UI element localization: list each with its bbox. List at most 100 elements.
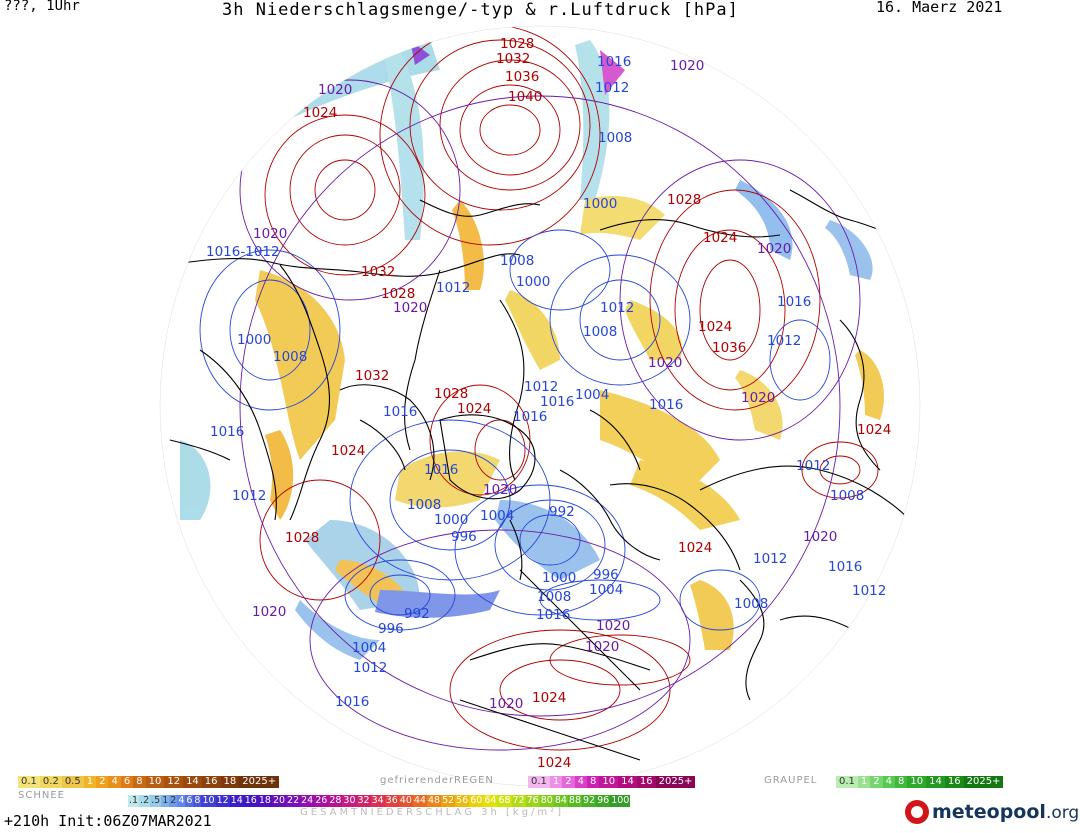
legend-step: 44 xyxy=(412,795,427,807)
legend-step: 14 xyxy=(183,776,202,788)
isobar-label: 1012 xyxy=(436,280,470,296)
isobar-label: 1004 xyxy=(352,640,386,656)
isobar-label: 1012 xyxy=(232,488,266,504)
legend-step: 1 xyxy=(857,776,871,788)
legend-step: 4 xyxy=(108,776,121,788)
isobar-label: 1012 xyxy=(600,300,634,316)
legend-step: 30 xyxy=(342,795,357,807)
legend-step: 22 xyxy=(286,795,301,807)
isobar-label: 1020 xyxy=(489,696,523,712)
legend-step: 8 xyxy=(133,776,146,788)
legend-step: 56 xyxy=(455,795,470,807)
legend-step: 0.1 xyxy=(836,776,858,788)
legend-step: 84 xyxy=(553,795,568,807)
isobar-label: 1012 xyxy=(595,80,629,96)
isobar-label: 1024 xyxy=(678,540,712,556)
isobar-label: 1008 xyxy=(583,324,617,340)
isobar-label: 1016 xyxy=(513,409,547,425)
legend-step: 8 xyxy=(193,795,202,807)
legend-step: 2 xyxy=(870,776,883,788)
freezing-rain-legend-label: gefrierenderREGEN xyxy=(380,775,494,786)
isobar-label: 1016 xyxy=(335,694,369,710)
legend-step: 10 xyxy=(201,795,216,807)
isobar-label: 1000 xyxy=(434,512,468,528)
isobar-label: 1000 xyxy=(583,196,617,212)
isobar-label: 1008 xyxy=(598,130,632,146)
legend-step: 100 xyxy=(610,795,631,807)
isobar-label: 1008 xyxy=(734,596,768,612)
isobar-label: 1000 xyxy=(237,332,271,348)
legend-step: 88 xyxy=(567,795,582,807)
isobar-label: 1004 xyxy=(480,508,514,524)
model-time-label: ???, 1Uhr xyxy=(4,0,80,14)
legend-step: 0.5 xyxy=(61,776,84,788)
freezing-rain-legend: 0.1 1 2 4 8 10 14 16 2025+ xyxy=(528,776,696,788)
legend-step: 6 xyxy=(185,795,194,807)
isobar-label: 1020 xyxy=(670,58,704,74)
isobar-label: 1016 xyxy=(210,424,244,440)
legend-step: 8 xyxy=(587,776,600,788)
legend-step: 12 xyxy=(215,795,230,807)
isobar-label: 1024 xyxy=(698,319,732,335)
legend-step: 2 xyxy=(169,795,178,807)
isobar-label: 1028 xyxy=(285,530,319,546)
isobar-label: 1008 xyxy=(830,488,864,504)
isobar-label: 1012 xyxy=(796,458,830,474)
isobar-label: 1020 xyxy=(252,604,286,620)
legend-step: 1 xyxy=(83,776,97,788)
legend-step: 80 xyxy=(539,795,554,807)
isobar-label: 1016 xyxy=(383,404,417,420)
legend-step: 8 xyxy=(895,776,908,788)
legend-step: 14 xyxy=(618,776,637,788)
legend-step: 34 xyxy=(370,795,385,807)
isobar-label: 1032 xyxy=(355,368,389,384)
isobar-label: 1024 xyxy=(703,230,737,246)
isobar-label: 1020 xyxy=(648,355,682,371)
isobar-label: 1004 xyxy=(589,582,623,598)
legend-step: 4 xyxy=(882,776,896,788)
isobar-label: 1012 xyxy=(767,333,801,349)
legend-step: 40 xyxy=(398,795,413,807)
legend-step: 52 xyxy=(441,795,456,807)
legend-step: 6 xyxy=(120,776,134,788)
isobar-label: 1028 xyxy=(381,286,415,302)
legend-step: 2025+ xyxy=(655,776,696,788)
isobars-high xyxy=(259,26,879,751)
isobar-label: 1020 xyxy=(741,390,775,406)
isobar-label: 1024 xyxy=(457,401,491,417)
isobar-label: 1028 xyxy=(434,386,468,402)
snow-legend-label: SCHNEE xyxy=(18,790,65,801)
map-title: 3h Niederschlagsmenge/-typ & r.Luftdruck… xyxy=(222,0,739,20)
isobar-label: 1016 xyxy=(597,54,631,70)
isobar-label: 1040 xyxy=(508,89,542,105)
isobar-label: 1028 xyxy=(667,192,701,208)
isobar-label: 996 xyxy=(451,529,477,545)
isobars-mid xyxy=(239,79,861,751)
legend-step: 14 xyxy=(229,795,244,807)
legend-step: 0.1 xyxy=(528,776,550,788)
isobar-label: 1016 xyxy=(540,394,574,410)
isobar-label: 1012 xyxy=(524,379,558,395)
isobar-label: 1028 xyxy=(500,36,534,52)
legend-step: 64 xyxy=(483,795,498,807)
total-precip-label: GESAMTNIEDERSCHLAG 3h [kg/m²] xyxy=(300,807,565,818)
isobar-label: 1000 xyxy=(542,570,576,586)
legend-step: 16 xyxy=(201,776,221,788)
legend-step: .2 xyxy=(139,795,151,807)
map-date: 16. Maerz 2021 xyxy=(876,0,1003,16)
isobar-label: 1020 xyxy=(803,529,837,545)
isobar-label: 1016-1012 xyxy=(206,244,280,260)
legend-step: 76 xyxy=(525,795,540,807)
isobar-label: 1032 xyxy=(361,264,395,280)
isobar-label: 992 xyxy=(404,606,430,622)
legend-step: .5 xyxy=(150,795,162,807)
legend-step: 18 xyxy=(257,795,272,807)
isobar-label: 1024 xyxy=(537,755,571,771)
legend-step: 0.1 xyxy=(18,776,40,788)
legend-step: 1 xyxy=(549,776,563,788)
isobar-labels: 1028103210361040101610121008102010201024… xyxy=(206,36,891,771)
isobar-label: 1020 xyxy=(393,300,427,316)
legend-step: 16 xyxy=(243,795,258,807)
legend-step: 10 xyxy=(145,776,165,788)
isobar-label: 1016 xyxy=(777,294,811,310)
